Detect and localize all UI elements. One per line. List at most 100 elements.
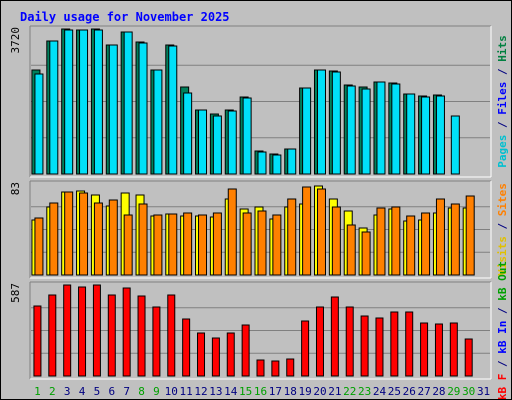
right-legend-hits-files-pages: Pages / Files / Hits (496, 35, 509, 168)
legend-part: / (496, 354, 509, 374)
bar-files (361, 88, 371, 175)
x-tick-label: 18 (284, 385, 297, 398)
bar-files (435, 95, 445, 175)
bar-sites (272, 214, 282, 276)
bar-files (331, 71, 341, 175)
bar-files (93, 29, 103, 175)
bar-files (138, 42, 148, 175)
bar-files (316, 69, 326, 175)
bar-files (198, 109, 208, 175)
x-tick-label: 15 (239, 385, 252, 398)
legend-part: / (496, 216, 509, 236)
x-tick-label: 17 (269, 385, 282, 398)
bar-files (346, 85, 356, 175)
legend-part: Hits (496, 35, 509, 62)
legend-part: Sites (496, 183, 509, 216)
bar-files (227, 110, 237, 175)
x-tick-label: 19 (298, 385, 311, 398)
x-tick-label: 30 (462, 385, 475, 398)
bar-files (376, 81, 386, 175)
bar-sites (49, 202, 59, 276)
bar-kb-f (464, 338, 473, 377)
x-tick-label: 5 (94, 385, 101, 398)
bar-kb-f (197, 332, 206, 377)
bar-kb-f (360, 315, 369, 377)
x-tick-label: 23 (358, 385, 371, 398)
bar-kb-f (405, 311, 414, 377)
bar-sites (198, 214, 208, 276)
x-tick-label: 6 (108, 385, 115, 398)
bar-files (212, 115, 222, 175)
bar-files (391, 83, 401, 175)
bar-files (79, 29, 89, 175)
x-tick-label: 27 (417, 385, 430, 398)
bar-sites (242, 212, 252, 276)
bar-sites (361, 231, 371, 276)
x-tick-label: 3 (64, 385, 71, 398)
bar-sites (316, 188, 326, 276)
x-tick-label: 11 (180, 385, 193, 398)
bar-kb-f (241, 324, 250, 377)
legend-part: kB In (496, 321, 509, 354)
bar-kb-f (286, 358, 295, 377)
x-tick-label: 8 (138, 385, 145, 398)
x-tick-label: 16 (254, 385, 267, 398)
bar-sites (331, 206, 341, 276)
bar-sites (138, 203, 148, 276)
bar-kb-f (330, 296, 339, 377)
bar-kb-f (48, 294, 57, 377)
x-tick-label: 9 (153, 385, 160, 398)
bar-sites (168, 213, 178, 276)
bar-sites (123, 214, 133, 276)
x-tick-label: 12 (194, 385, 207, 398)
bar-kb-f (182, 318, 191, 377)
right-legend-kb-f: kB F / kB In / kB Out (496, 261, 509, 399)
bar-sites (450, 203, 460, 276)
bar-kb-f (375, 317, 384, 377)
bar-sites (227, 188, 237, 276)
x-tick-label: 14 (224, 385, 238, 398)
bar-files (123, 31, 133, 175)
bar-files (64, 29, 74, 175)
x-tick-label: 31 (477, 385, 490, 398)
bar-sites (406, 215, 416, 276)
x-tick-label: 7 (123, 385, 130, 398)
y-axis-max-label: 83 (9, 182, 22, 195)
bar-kb-f (167, 294, 176, 377)
bar-files (421, 96, 431, 175)
bar-sites (93, 202, 103, 276)
legend-part: / (496, 62, 509, 82)
bar-kb-f (211, 337, 220, 377)
bar-files (406, 93, 416, 175)
bar-kb-f (420, 322, 429, 377)
y-axis-max-label: 587 (9, 283, 22, 303)
bar-sites (376, 207, 386, 276)
bar-kb-f (390, 311, 399, 377)
bar-sites (257, 210, 267, 276)
bar-kb-f (256, 359, 265, 377)
bar-kb-f (301, 320, 310, 377)
right-legend-visits-sites: Visits / Sites (496, 183, 509, 276)
x-tick-label: 26 (403, 385, 416, 398)
bar-files (183, 92, 193, 175)
bar-kb-f (449, 322, 458, 377)
bar-sites (391, 206, 401, 276)
chart-title: Daily usage for November 2025 (20, 10, 230, 24)
bar-kb-f (345, 306, 354, 377)
bar-kb-f (137, 295, 146, 377)
bar-sites (64, 191, 74, 276)
y-axis-max-label: 3720 (9, 27, 22, 54)
x-tick-label: 24 (373, 385, 387, 398)
x-tick-label: 21 (328, 385, 341, 398)
x-tick-label: 22 (343, 385, 356, 398)
bar-sites (212, 212, 222, 276)
bar-files (153, 69, 163, 175)
bar-sites (287, 198, 297, 276)
bar-sites (465, 195, 475, 276)
bar-sites (421, 212, 431, 276)
bar-kb-f (33, 305, 42, 377)
bar-kb-f (271, 360, 280, 377)
bar-sites (346, 224, 356, 276)
